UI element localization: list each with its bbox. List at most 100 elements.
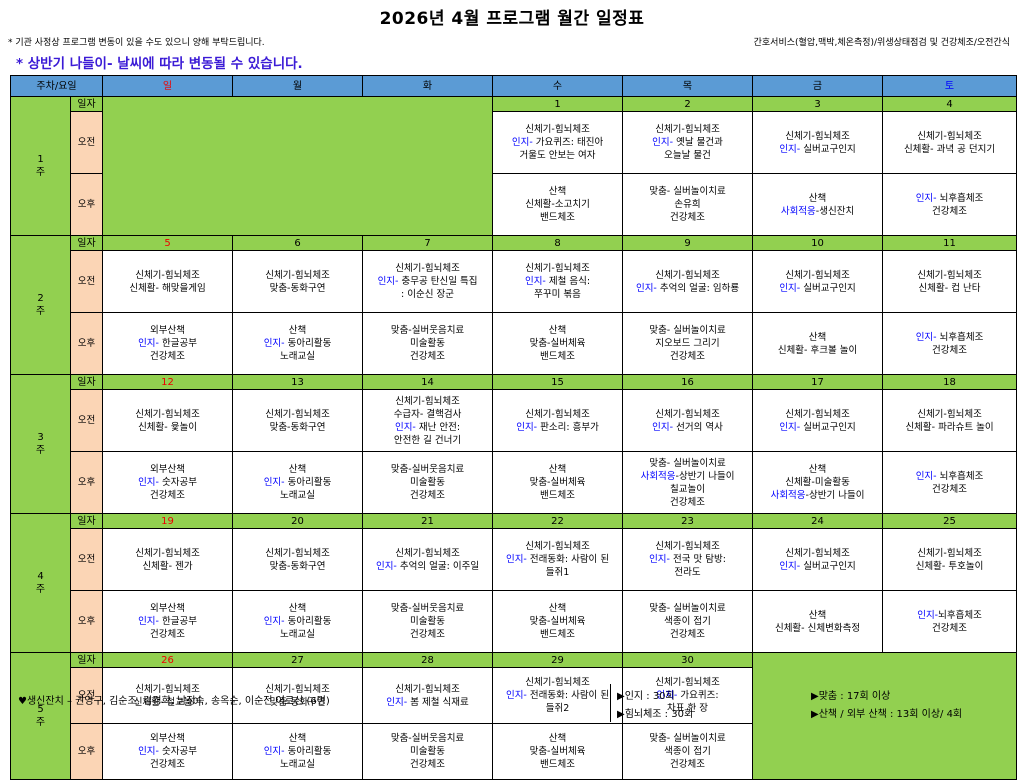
- date-cell: 30: [622, 652, 754, 668]
- activity-line: 인지- 제철 음식:: [524, 276, 591, 287]
- stat-walk: ▶산책 / 외부 산책 : 13회 이상/ 4회: [811, 709, 963, 720]
- schedule-cell: 신체기-힘뇌체조 인지- 제철 음식: 쭈꾸미 볶음: [492, 250, 624, 313]
- category-label: 인지-: [505, 690, 527, 701]
- activity-line: 건강체조: [410, 759, 445, 770]
- schedule-cell: 신체기-힘뇌체조 인지- 실버교구인지: [752, 250, 884, 313]
- activity-line: 맞춤- 실버놀이치료: [649, 325, 726, 336]
- header-day: 금: [752, 75, 884, 97]
- activity-line: 지오보드 그리기: [655, 338, 720, 349]
- activity-line: 맞춤-실버체육: [529, 746, 586, 757]
- date-cell: 4: [882, 96, 1018, 112]
- row-label-pm: 오후: [69, 173, 104, 236]
- category-label: 인지-: [386, 696, 408, 708]
- activity-line: 인지- 동아리활동: [263, 477, 332, 488]
- date-cell: 15: [492, 374, 624, 390]
- activity-line: 인지- 판소리: 흥부가: [516, 421, 599, 433]
- week-label: 2 주: [10, 235, 71, 375]
- activity-line: 외부산책: [150, 464, 185, 475]
- activity-line: 건강체조: [670, 496, 705, 508]
- stat-cognitive: ▶인지 : 30회: [617, 691, 675, 702]
- activity-line: 신체활- 신체변화측정: [774, 622, 861, 634]
- schedule-cell: 맞춤- 실버놀이치료 색종이 접기 건강체조: [622, 590, 754, 653]
- schedule-cell: 산책 신체활- 후크볼 놀이: [752, 312, 884, 375]
- birthday-list: ♥생신잔치 – 권영구, 김순조, 김경희, 남정숙, 송옥순, 이순전 어르신…: [18, 696, 330, 707]
- date-cell: 27: [232, 652, 364, 668]
- activity-line: 신체기-힘뇌체조: [785, 130, 850, 142]
- date-cell: 1: [492, 96, 624, 112]
- row-label-am: 오전: [69, 528, 104, 591]
- date-row: 2 주 일자 5 6 7 8 9 10 11: [10, 235, 1018, 375]
- stat-brain-exercise: ▶힘뇌체조 : 30회: [617, 709, 694, 720]
- activity-line: 미술활동: [410, 477, 445, 488]
- week-label: 4 주: [10, 513, 71, 653]
- schedule-cell: 산책 신체활-소고치기 밴드체조: [492, 173, 624, 236]
- schedule-cell: 신체기-힘뇌체조 인지- 전국 맛 탐방: 전라도: [622, 528, 754, 591]
- week-label: 3 주: [10, 374, 71, 514]
- activity-line: 들쥐2: [545, 703, 570, 714]
- category-label: 인지-: [138, 746, 159, 757]
- header-day: 월: [232, 75, 364, 97]
- activity-line: 신체기-힘뇌체조: [655, 408, 720, 420]
- date-cell: 20: [232, 513, 364, 529]
- activity-line: 건강체조: [932, 205, 967, 217]
- schedule-cell: 인지- 뇌후흡체조 건강체조: [882, 451, 1018, 514]
- row-label-pm: 오후: [69, 590, 104, 653]
- activity-line: 색종이 접기: [664, 616, 711, 627]
- activity-line: 신체기-힘뇌체조: [265, 683, 330, 695]
- schedule-cell: 인지- 뇌후흡체조 건강체조: [882, 312, 1018, 375]
- activity-line: 건강체조: [410, 629, 445, 640]
- activity-line: 산책: [548, 325, 567, 336]
- header-day: 수: [492, 75, 624, 97]
- activity-line: 차표 한 장: [667, 703, 709, 714]
- row-label-date: 일자: [69, 652, 104, 668]
- pm-row: 오후 외부산책 인지- 한글공부 건강체조 산책 인지- 동아리활동 노래교실 맞춤-실버웃음…: [11, 590, 1018, 653]
- schedule-cell: 신체기-힘뇌체조 맞춤-동화구연: [232, 389, 364, 452]
- activity-line: 인지- 뇌후흡체조: [915, 470, 984, 482]
- pm-row: 오후 외부산책 인지- 숫자공부 건강체조 산책 인지- 동아리활동 노래교실 맞춤-실버웃음…: [11, 451, 1018, 514]
- activity-line: 신체기-힘뇌체조: [265, 408, 330, 420]
- schedule-cell: 신체기-힘뇌체조 신체활- 젠가: [102, 528, 234, 591]
- activity-line: 오늘날 물건: [664, 150, 711, 161]
- schedule-cell: 신체기-힘뇌체조 인지- 추억의 얼굴: 임하룡: [622, 250, 754, 313]
- activity-line: 맞춤-동화구연: [269, 282, 326, 294]
- activity-line: 신체기-힘뇌체조: [395, 395, 460, 407]
- activity-line: 인지-뇌후흡체조: [917, 609, 982, 621]
- category-label: 인지-: [915, 331, 937, 343]
- category-label: 인지-: [138, 616, 159, 627]
- schedule-cell: 신체기-힘뇌체조 신체활- 컵 난타: [882, 250, 1018, 313]
- activity-line: 인지- 추억의 얼굴: 이주일: [375, 560, 480, 572]
- schedule-cell: 산책 맞춤-실버체육 밴드체조: [492, 723, 624, 780]
- activity-line: 산책: [548, 464, 567, 475]
- schedule-cell: 맞춤-실버웃음치료 미술활동 건강체조: [362, 590, 494, 653]
- activity-line: 밴드체조: [540, 629, 575, 640]
- schedule-cell: 신체기-힘뇌체조 인지- 추억의 얼굴: 이주일: [362, 528, 494, 591]
- activity-line: 사회적응-생신잔치: [780, 205, 855, 217]
- activity-line: 밴드체조: [540, 490, 575, 501]
- schedule-cell: 신체기-힘뇌체조 인지- 전래동화: 사람이 된 들쥐1: [492, 528, 624, 591]
- category-label: 인지-: [263, 338, 285, 349]
- header-day: 화: [362, 75, 494, 97]
- activity-line: 산책: [808, 609, 827, 621]
- schedule-cell: 신체기-힘뇌체조 인지- 옛날 물건과 오늘날 물건: [622, 111, 754, 174]
- schedule-cell: 외부산책 인지- 숫자공부 건강체조: [102, 723, 234, 780]
- date-row: 1 주 일자 1 2 3 4: [10, 96, 1018, 236]
- activity-line: 전라도: [674, 567, 701, 578]
- activity-line: 신체기-힘뇌체조: [785, 269, 850, 281]
- schedule-cell: 산책 신체활- 신체변화측정: [752, 590, 884, 653]
- schedule-cell: 산책 맞춤-실버체육 밴드체조: [492, 590, 624, 653]
- activity-line: 신체기-힘뇌체조: [655, 677, 720, 688]
- schedule-cell: 신체기-힘뇌체조 신체활- 투호놀이: [882, 528, 1018, 591]
- date-cell: 21: [362, 513, 494, 529]
- activity-line: 인지- 실버교구인지: [779, 421, 856, 433]
- activity-line: 인지- 가요퀴즈:: [656, 690, 719, 701]
- am-row: 오전 신체기-힘뇌체조 인지- 가요퀴즈: 태진아 거울도 안보는 여자 신체기-힘뇌체…: [11, 111, 1018, 174]
- activity-line: 인지- 동아리활동: [263, 616, 332, 627]
- activity-line: 신체기-힘뇌체조: [265, 547, 330, 559]
- schedule-cell: 산책 신체활-미술활동 사회적응-상반기 나들이: [752, 451, 884, 514]
- activity-line: 건강체조: [150, 629, 185, 640]
- activity-line: 신체활- 파라슈트 놀이: [905, 421, 994, 433]
- activity-line: 신체활- 투호놀이: [915, 560, 984, 572]
- activity-line: 맞춤-실버체육: [529, 338, 586, 349]
- activity-line: 맞춤-동화구연: [269, 560, 326, 572]
- activity-line: 신체기-힘뇌체조: [135, 408, 200, 420]
